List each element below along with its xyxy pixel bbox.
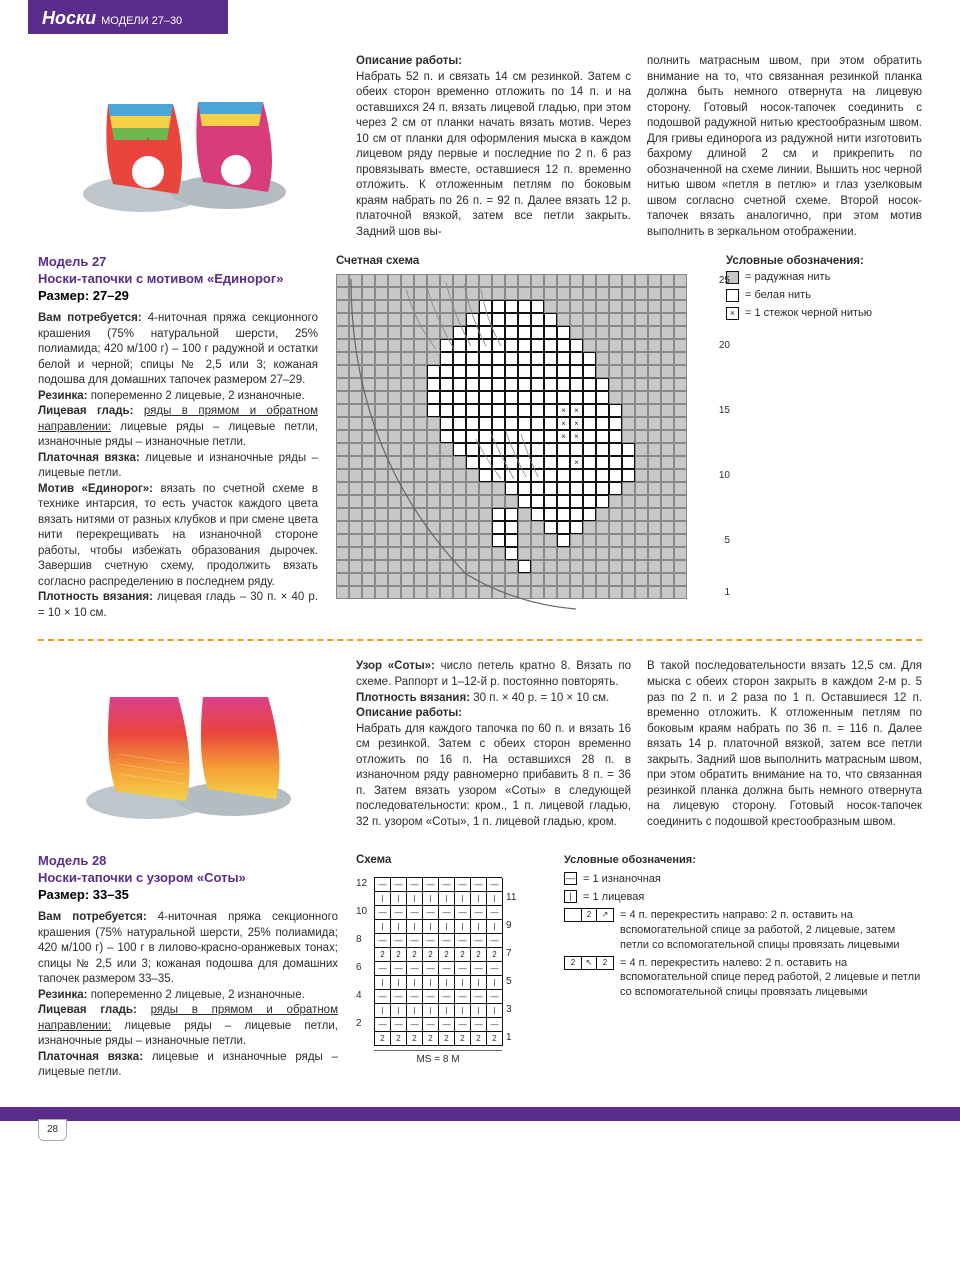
m28-stockinette: Лицевая гладь: ряды в прямом и обратном …	[38, 1003, 338, 1050]
legend-knit: |= 1 лицевая	[564, 890, 922, 905]
m27-needs: Вам потребуется: 4-ниточная пряжа секцио…	[38, 311, 318, 389]
legend-cross-right: 2↗ = 4 п. перекрестить направо: 2 п. ост…	[564, 908, 922, 953]
model27-image	[38, 54, 338, 234]
header-models: МОДЕЛИ 27–30	[101, 15, 182, 27]
m28-needs: Вам потребуется: 4-ниточная пряжа секцио…	[38, 910, 338, 988]
m28-legend-title: Условные обозначения:	[564, 853, 922, 868]
m27-desc-col2: полнить матрасным швом, при этом обратит…	[647, 54, 922, 240]
m28-gauge: Плотность вязания: 30 п. × 40 р. = 10 × …	[356, 691, 631, 707]
m28-desc-col1: Набрать для каждого тапочка по 60 п. и в…	[356, 722, 631, 831]
m27-chart: ×××××××	[336, 274, 708, 599]
m27-rib: Резинка: попеременно 2 лицевые, 2 изнано…	[38, 389, 318, 405]
legend-cross-left: 2↖2 = 4 п. перекрестить налево: 2 п. ост…	[564, 956, 922, 1001]
m28-rib: Резинка: попеременно 2 лицевые, 2 изнано…	[38, 988, 338, 1004]
m27-chart-title: Счетная схема	[336, 254, 708, 270]
m28-chart: ————————||||||||————————||||||||————————…	[356, 873, 521, 1071]
m28-desc-col2: В такой последовательности вязать 12,5 с…	[647, 659, 922, 839]
m28-desc-header: Описание работы:	[356, 706, 631, 722]
model28-image	[38, 659, 338, 839]
m28-chart-title: Схема	[356, 853, 546, 869]
m27-title: Модель 27 Носки-тапочки с мотивом «Едино…	[38, 254, 318, 305]
m28-ms-label: MS = 8 M	[374, 1050, 502, 1067]
m28-garter: Платочная вязка: лицевые и изнаночные ря…	[38, 1050, 338, 1081]
header-title: Носки	[42, 8, 96, 28]
m27-garter: Платочная вязка: лицевые и изнаночные ря…	[38, 451, 318, 482]
m27-gauge: Плотность вязания: лицевая гладь – 30 п.…	[38, 590, 318, 621]
m28-pattern: Узор «Соты»: число петель кратно 8. Вяза…	[356, 659, 631, 690]
page-number: 28	[38, 1119, 67, 1141]
m27-motif: Мотив «Единорог»: вязать по счетной схем…	[38, 482, 318, 591]
legend-rainbow: = радужная нить	[726, 270, 922, 285]
legend-purl: —= 1 изнаночная	[564, 872, 922, 887]
page-header: Носки МОДЕЛИ 27–30	[28, 0, 228, 34]
m27-desc-col1: Набрать 52 п. и связать 14 см резинкой. …	[356, 70, 631, 241]
m27-stockinette: Лицевая гладь: ряды в прямом и обратном …	[38, 404, 318, 451]
m28-title: Модель 28 Носки-тапочки с узором «Соты» …	[38, 853, 338, 904]
footer-bar	[0, 1107, 960, 1121]
legend-white: = белая нить	[726, 288, 922, 303]
section-divider	[38, 639, 922, 641]
m27-legend-title: Условные обозначения:	[726, 254, 922, 270]
legend-x: ×= 1 стежок черной нитью	[726, 306, 922, 321]
m27-desc-header: Описание работы:	[356, 54, 631, 70]
